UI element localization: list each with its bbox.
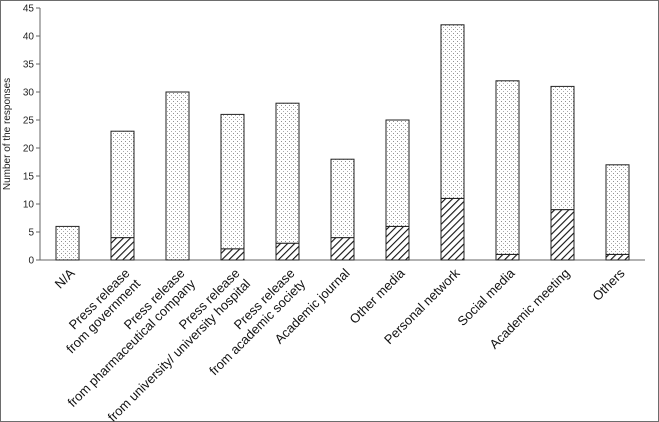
category-label: N/A <box>52 265 78 291</box>
bars <box>55 24 630 261</box>
bar-segment-hatched <box>275 242 300 261</box>
bar-segment-hatched <box>220 248 245 261</box>
y-tick-label: 30 <box>23 88 35 99</box>
y-tick-label: 15 <box>23 172 35 183</box>
bar-segment-dotted <box>275 102 300 244</box>
y-tick-label: 5 <box>28 228 34 239</box>
bar-segment-hatched <box>330 237 355 261</box>
bar-segment-dotted <box>220 113 245 250</box>
bar-segment-hatched <box>440 197 465 261</box>
bar-segment-hatched <box>550 209 575 261</box>
bar-segment-dotted <box>385 119 410 227</box>
y-tick-label: 0 <box>28 256 34 267</box>
bar-segment-dotted <box>330 158 355 239</box>
y-tick-label: 40 <box>23 32 35 43</box>
category-label: Others <box>589 265 628 304</box>
bar-segment-dotted <box>110 130 135 239</box>
bar-segment-dotted <box>605 164 630 255</box>
bar-segment-dotted <box>55 225 80 261</box>
bar-segment-dotted <box>440 24 465 199</box>
bar-segment-dotted <box>550 85 575 211</box>
y-tick-label: 35 <box>23 60 35 71</box>
bar-segment-dotted <box>165 91 190 261</box>
bar-segment-hatched <box>495 253 520 261</box>
y-tick-label: 10 <box>23 200 35 211</box>
bar-segment-hatched <box>605 253 630 261</box>
bar-segment-dotted <box>495 80 520 255</box>
y-tick-label: 20 <box>23 144 35 155</box>
y-axis-label: Number of the responses <box>2 78 13 190</box>
y-tick-label: 25 <box>23 116 35 127</box>
y-tick-label: 45 <box>23 4 35 15</box>
bar-segment-hatched <box>385 225 410 261</box>
bar-segment-hatched <box>110 237 135 261</box>
